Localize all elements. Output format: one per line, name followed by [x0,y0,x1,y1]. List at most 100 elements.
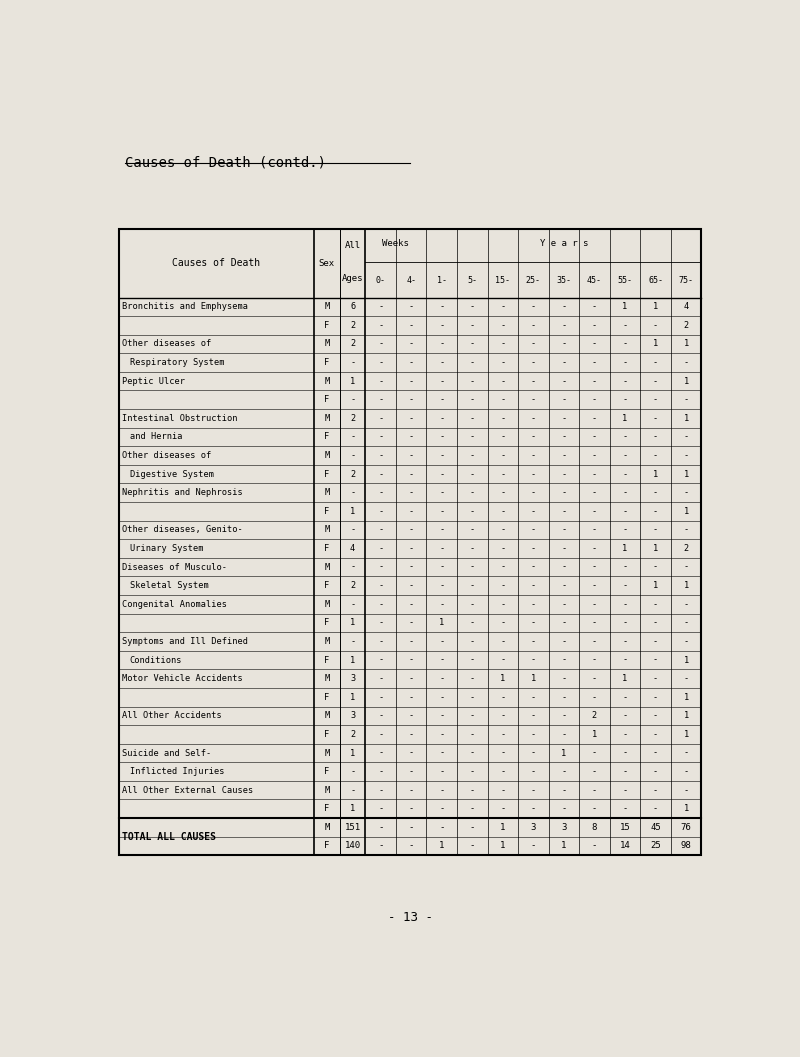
Text: -: - [500,469,506,479]
Text: -: - [622,506,628,516]
Text: 35-: 35- [557,276,571,284]
Text: -: - [530,376,536,386]
Text: -: - [530,599,536,609]
Text: -: - [439,376,444,386]
Text: -: - [378,618,383,628]
Text: -: - [530,488,536,497]
Text: F: F [324,730,330,739]
Text: -: - [592,321,597,330]
Text: -: - [378,488,383,497]
Text: -: - [622,339,628,349]
Text: -: - [439,655,444,665]
Text: -: - [622,562,628,572]
Text: -: - [622,469,628,479]
Text: -: - [653,376,658,386]
Text: Other diseases of: Other diseases of [122,451,211,460]
Text: M: M [324,376,330,386]
Text: -: - [409,544,414,553]
Text: -: - [470,395,475,404]
Text: -: - [378,674,383,683]
Text: Bronchitis and Emphysema: Bronchitis and Emphysema [122,302,248,312]
Text: -: - [653,730,658,739]
Text: -: - [470,823,475,832]
Text: -: - [530,432,536,442]
Text: -: - [409,804,414,813]
Text: 3: 3 [530,823,536,832]
Text: -: - [592,562,597,572]
Text: -: - [409,692,414,702]
Text: F: F [324,655,330,665]
Text: -: - [500,655,506,665]
Text: Intestinal Obstruction: Intestinal Obstruction [122,414,238,423]
Text: -: - [409,414,414,423]
Text: M: M [324,414,330,423]
Text: -: - [378,599,383,609]
Text: -: - [622,432,628,442]
Text: -: - [622,321,628,330]
Text: -: - [439,804,444,813]
Text: Respiratory System: Respiratory System [130,358,224,367]
Text: 2: 2 [592,711,597,720]
Text: 1: 1 [622,674,628,683]
Text: 98: 98 [681,841,691,851]
Text: -: - [622,711,628,720]
Text: 1: 1 [439,618,444,628]
Text: 8: 8 [592,823,597,832]
Text: -: - [378,692,383,702]
Text: -: - [530,562,536,572]
Text: -: - [653,785,658,795]
Text: -: - [409,451,414,460]
Text: -: - [378,544,383,553]
Text: F: F [324,618,330,628]
Text: -: - [470,544,475,553]
Text: Urinary System: Urinary System [130,544,203,553]
Text: -: - [562,599,566,609]
Text: -: - [439,823,445,832]
Text: 76: 76 [681,823,691,832]
Text: -: - [562,395,566,404]
Text: -: - [562,637,566,646]
Text: 1: 1 [653,544,658,553]
Text: -: - [562,376,566,386]
Text: -: - [439,692,444,702]
Text: -: - [653,321,658,330]
Text: -: - [622,451,628,460]
Text: -: - [530,302,536,312]
Text: 3: 3 [562,823,566,832]
Text: -: - [470,692,475,702]
Text: -: - [439,711,444,720]
Text: -: - [622,730,628,739]
Text: -: - [622,618,628,628]
Text: -: - [562,692,566,702]
Text: -: - [409,674,414,683]
Text: M: M [324,562,330,572]
Text: F: F [324,804,330,813]
Text: 1: 1 [350,655,355,665]
Text: 45: 45 [650,823,661,832]
Text: -: - [562,544,566,553]
Text: -: - [530,730,536,739]
Text: -: - [409,785,414,795]
Text: -: - [470,451,475,460]
Text: -: - [653,395,658,404]
Text: -: - [350,451,355,460]
Text: and Hernia: and Hernia [130,432,182,442]
Text: 1-: 1- [437,276,446,284]
Text: 75-: 75- [678,276,694,284]
Text: -: - [378,562,383,572]
Text: Other diseases, Genito-: Other diseases, Genito- [122,525,243,535]
Text: F: F [324,692,330,702]
Text: -: - [500,451,506,460]
Text: -: - [439,506,444,516]
Text: -: - [350,599,355,609]
Text: TOTAL ALL CAUSES: TOTAL ALL CAUSES [122,832,216,841]
Text: -: - [562,414,566,423]
Text: -: - [500,339,506,349]
Text: -: - [439,599,444,609]
Text: -: - [653,599,658,609]
Text: -: - [350,525,355,535]
Text: 4: 4 [350,544,355,553]
Text: -: - [470,376,475,386]
Text: -: - [653,525,658,535]
Text: 1: 1 [439,841,445,851]
